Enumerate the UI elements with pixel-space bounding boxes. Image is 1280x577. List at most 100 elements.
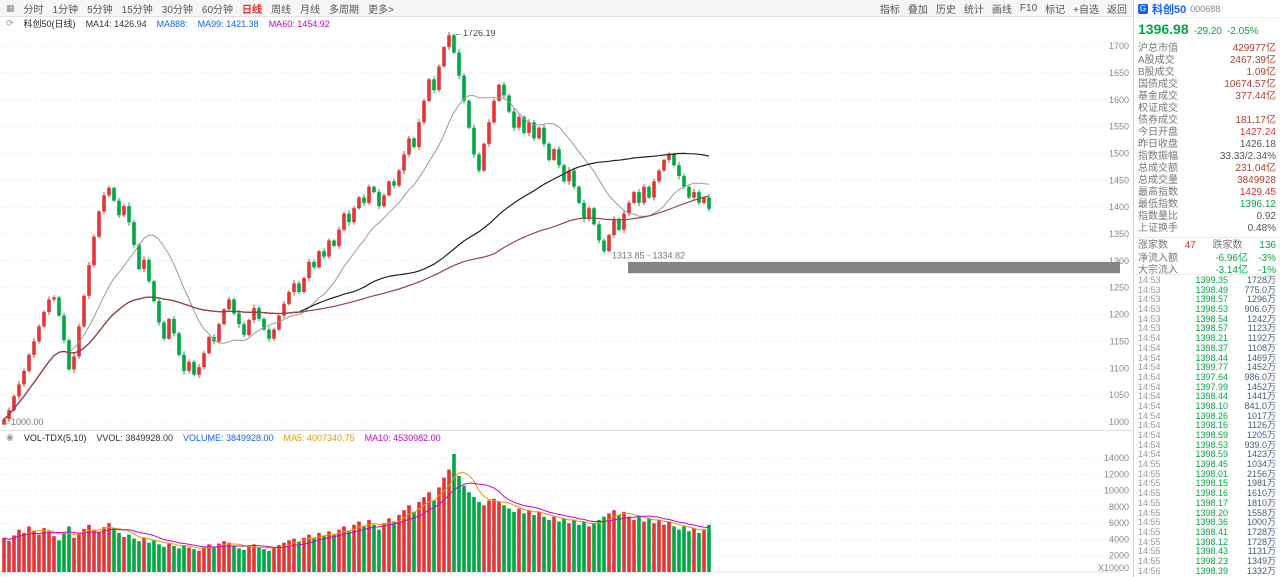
stat-value: 2467.39亿 [1229,55,1276,66]
stat-value: 377.44亿 [1235,91,1276,102]
tick-volume: 1452万 [1246,381,1276,392]
vol-item-3: MA5: 4007340.75 [283,432,355,443]
price-annotation: 1313.85 - 1334.82 [612,250,685,260]
stat-label: 最低指数 [1138,199,1178,210]
tool-item-8[interactable]: +自选 [1073,4,1099,16]
tick-volume: 906.0万 [1244,304,1276,315]
stat-row-9: 昨日收盘 1426.18 [1138,139,1276,151]
tick-time: 14:54 [1138,439,1161,450]
tick-volume: 986.0万 [1244,371,1276,382]
price-annotation: ←1726.19 [454,30,496,38]
tick-price: 1397.99 [1195,381,1228,392]
stat-row-5: 基金成交 377.44亿 [1138,91,1276,103]
tick-row: 14:54 1398.44 1469万 [1138,353,1276,364]
tick-time: 14:55 [1138,546,1161,557]
price-change: -29.20 [1193,26,1222,37]
period-tab-11[interactable]: 更多> [368,4,394,16]
tick-time: 14:55 [1138,488,1161,499]
tick-time: 14:54 [1138,391,1161,402]
stat-row-16: 上证换手 0.48% [1138,223,1276,235]
svg-text:1150: 1150 [1110,336,1129,346]
tick-price: 1398.43 [1195,546,1228,557]
tool-item-2[interactable]: 叠加 [907,4,928,16]
ma-indicator-values: MA14: 1426.94 MA888: MA99: 1421.38 MA60: 14… [86,19,330,29]
tick-row: 14:55 1398.01 2156万 [1138,468,1276,480]
tick-volume: 1205万 [1246,430,1276,440]
svg-text:10000: 10000 [1104,486,1129,496]
svg-text:12000: 12000 [1104,469,1129,479]
tick-price: 1397.64 [1195,371,1228,382]
svg-text:1200: 1200 [1109,310,1129,320]
grid-icon[interactable]: ▦ [6,2,15,13]
quote-panel-header[interactable]: G 科创50 000688 [1134,0,1280,18]
tool-item-1[interactable]: 指标 [879,4,900,16]
svg-text:1300: 1300 [1109,256,1129,266]
tick-price: 1398.59 [1195,430,1228,440]
tick-price: 1398.59 [1195,449,1228,460]
svg-text:1450: 1450 [1109,175,1129,185]
tick-time: 14:54 [1138,342,1161,353]
tick-price: 1398.37 [1195,342,1228,353]
tick-volume: 939.0万 [1244,439,1276,450]
main-candlestick-chart[interactable]: 1700 1650 1600 1550 1500 1450 1400 1350 1300 1250… [0,30,1133,430]
price-row: 1396.98 -29.20 -2.05% [1134,18,1280,43]
period-tab-7[interactable]: 日线 [242,4,263,16]
tick-row: 14:53 1398.57 1123万 [1138,324,1276,334]
quote-panel: G 科创50 000688 1396.98 -29.20 -2.05% 沪总市值… [1133,0,1280,577]
flow-label: 净流入额 [1138,253,1178,264]
tick-row: 14:54 1398.59 1423万 [1138,450,1276,460]
tick-volume: 2156万 [1246,468,1276,479]
tick-row: 14:54 1398.44 1441万 [1138,392,1276,402]
stat-label: 昨日收盘 [1138,139,1178,150]
tick-price: 1398.57 [1195,323,1228,334]
tool-item-3[interactable]: 历史 [935,4,956,16]
ma-item-1: MA14: 1426.94 [85,18,147,29]
chart-header: ⟳ 科创50(日线) MA14: 1426.94 MA888: MA99: 1421… [0,17,1133,30]
tick-price: 1398.10 [1195,400,1228,411]
tick-trade-list[interactable]: 14:53 1399.35 1728万 14:53 1398.49 775.0万 14:53… [1134,274,1280,577]
period-tab-2[interactable]: 1分钟 [52,4,79,16]
tick-row: 14:55 1398.15 1981万 [1138,479,1276,489]
tool-item-5[interactable]: 画线 [991,4,1012,16]
tool-item-9[interactable]: 返回 [1107,4,1127,16]
period-tab-8[interactable]: 周线 [271,4,292,16]
refresh-icon[interactable]: ⟳ [6,18,14,28]
tool-item-7[interactable]: 标记 [1045,4,1066,16]
tool-item-6[interactable]: F10 [1019,2,1038,14]
down-count: 136 [1259,240,1276,251]
tick-volume: 1441万 [1246,391,1276,402]
tool-item-4[interactable]: 统计 [963,4,984,16]
tick-price: 1398.26 [1195,410,1228,421]
period-tab-4[interactable]: 15分钟 [121,4,153,16]
tick-row: 14:56 1398.39 1332万 [1138,566,1276,577]
flow-row-2: 大宗流入 -3.14亿 -1% [1134,265,1280,277]
volume-header: ◉ VOL-TDX(5,10) VVOL: 3849928.00 VOLUME: … [0,430,1133,444]
tick-volume: 1296万 [1246,294,1276,305]
tick-volume: 1610万 [1246,488,1276,499]
tick-row: 14:54 1397.64 986.0万 [1138,371,1276,383]
period-toolbar: ▦ 分时 1分钟 5分钟 15分钟 30分钟 60分钟 日线 周线 月线 多周期 更多> 指标 叠加历… [0,0,1133,17]
tick-time: 14:54 [1138,371,1161,382]
tick-price: 1398.53 [1195,439,1228,450]
period-tab-6[interactable]: 60分钟 [201,4,234,16]
period-tab-1[interactable]: 分时 [23,4,44,16]
stat-label: 总成交额 [1138,163,1178,174]
period-tab-5[interactable]: 30分钟 [161,4,193,16]
tick-row: 14:54 1398.37 1108万 [1138,342,1276,354]
tick-price: 1398.21 [1195,333,1228,344]
tick-time: 14:54 [1138,333,1161,344]
period-tab-9[interactable]: 月线 [300,4,321,16]
period-tab-3[interactable]: 5分钟 [87,4,113,16]
svg-text:1500: 1500 [1109,149,1129,159]
stat-value: 1396.12 [1239,199,1276,210]
indicator-toggle-icon[interactable]: ◉ [6,432,14,442]
tick-price: 1398.01 [1195,468,1228,479]
period-tab-10[interactable]: 多周期 [329,4,360,16]
volume-chart[interactable]: 14000 12000 10000 8000 6000 4000 2000 X10000 [0,444,1133,577]
tick-time: 14:53 [1138,304,1161,315]
tick-price: 1398.12 [1195,536,1228,547]
vol-item-2: VOLUME: 3849928.00 [182,432,274,443]
tick-row: 14:55 1398.36 1000万 [1138,517,1276,528]
tick-time: 14:55 [1138,497,1161,508]
